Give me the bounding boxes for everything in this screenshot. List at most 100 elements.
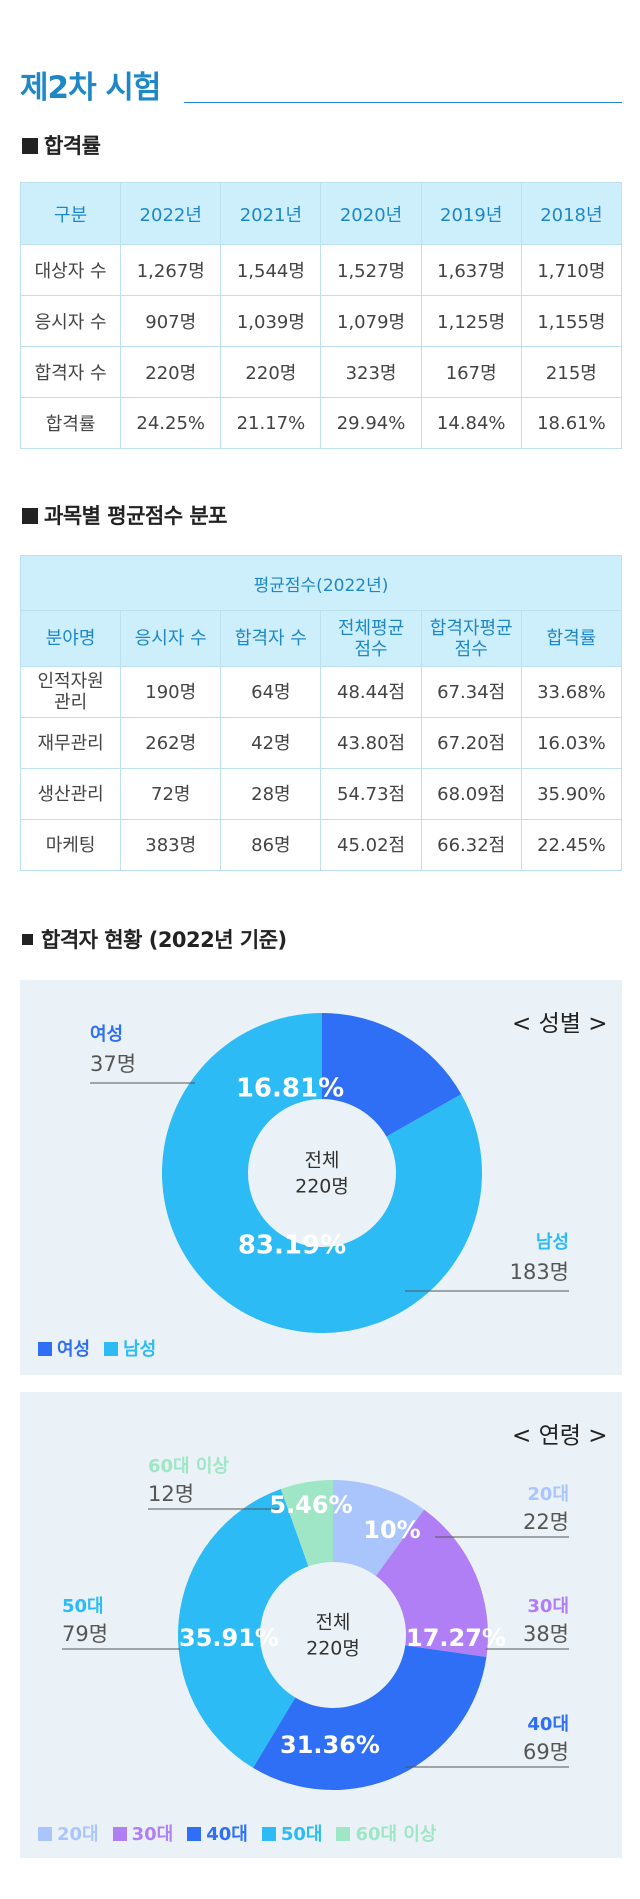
table-cell: 54.73점 [320,768,422,820]
table-header-row: 분야명 응시자 수 합격자 수 전체평균 점수 합격자평균 점수 합격률 [19,610,623,667]
status-heading: 합격자 현황 (2022년 기준) [22,924,287,954]
chart-legend: 여성 남성 [38,1335,170,1361]
callout-count-label: 37명 [90,1052,137,1076]
table-cell: 24.25% [120,397,222,449]
legend-swatch [38,1827,52,1841]
chart-title: < 연령 > [512,1423,608,1449]
callout-category-label: 40대 [527,1714,569,1735]
donut-slice [253,1645,487,1790]
row-header-cell: 재무관리 [19,717,122,769]
subject-scores-heading-text: 과목별 평균점수 분포 [44,504,228,528]
table-cell: 48.44점 [320,666,422,718]
slice-value-label: 10% [363,1516,420,1544]
table-cell: 72명 [120,768,222,820]
table-cell: 21.17% [220,397,322,449]
callout-category-label: 20대 [527,1484,569,1505]
legend-label: 남성 [123,1339,157,1360]
callout-count-label: 183명 [509,1260,569,1284]
slice-value-label: 31.36% [280,1731,380,1759]
group-header: 평균점수(2022년) [20,555,622,611]
table-cell: 68.09점 [420,768,522,820]
table-row: 인적자원 관리 190명 64명 48.44점 67.34점 33.68% [19,666,623,718]
slice-value-label: 83.19% [238,1231,346,1261]
donut-slice [333,1480,425,1576]
table-cell: 45.02점 [320,819,422,871]
donut-slice [375,1509,488,1658]
pass-rate-heading: 합격률 [22,130,101,160]
column-header: 2022년 [120,182,222,245]
legend-label: 20대 [57,1824,99,1845]
table-cell: 28명 [220,768,322,820]
center-label: 전체 [316,1612,351,1634]
table-cell: 190명 [120,666,222,718]
table-row: 생산관리 72명 28명 54.73점 68.09점 35.90% [19,768,623,820]
table-cell: 220명 [220,346,322,398]
column-header: 합격률 [520,610,623,667]
column-header: 응시자 수 [120,610,222,667]
table-cell: 86명 [220,819,322,871]
column-header: 합격자평균 점수 [420,610,522,667]
table-cell: 1,544명 [220,244,322,296]
legend-item: 남성 [104,1339,156,1360]
table-cell: 33.68% [520,666,623,718]
chart-title: < 성별 > [512,1011,608,1037]
table-cell: 35.90% [520,768,623,820]
slice-value-label: 17.27% [406,1624,506,1652]
pass-rate-table: 구분 2022년 2021년 2020년 2019년 2018년 대상자 수 1,267명 1,… [19,182,623,449]
subject-scores-heading: 과목별 평균점수 분포 [22,500,228,530]
callout-count-label: 69명 [522,1740,569,1764]
square-bullet-icon [22,138,38,154]
callout-count-label: 38명 [522,1622,569,1646]
column-header: 2018년 [520,182,623,245]
callout-category-label: 남성 [535,1232,569,1253]
legend-label: 여성 [57,1339,91,1360]
table-cell: 220명 [120,346,222,398]
legend-swatch [38,1342,52,1356]
table-row: 재무관리 262명 42명 43.80점 67.20점 16.03% [19,717,623,769]
slice-value-label: 5.46% [269,1491,352,1519]
subject-scores-table: 평균점수(2022년) 분야명 응시자 수 합격자 수 전체평균 점수 합격자평균 점수 합격률… [19,555,623,871]
table-cell: 18.61% [520,397,623,449]
table-cell: 1,079명 [320,295,422,347]
table-group-header-row: 평균점수(2022년) [20,555,622,611]
legend-swatch [261,1827,276,1841]
row-header-cell: 생산관리 [19,768,122,820]
legend-item: 여성 [38,1339,90,1360]
column-header: 2021년 [220,182,322,245]
legend-item: 50대 [261,1824,322,1845]
table-cell: 42명 [220,717,322,769]
legend-item: 20대 [38,1824,99,1845]
center-label: 220명 [306,1638,360,1660]
title-divider [184,102,622,103]
table-cell: 14.84% [420,397,522,449]
status-heading-text: 합격자 현황 (2022년 기준) [41,928,287,952]
table-cell: 1,527명 [320,244,422,296]
legend-item: 30대 [112,1824,173,1845]
table-cell: 1,637명 [420,244,522,296]
slice-value-label: 16.81% [236,1074,344,1104]
callout-category-label: 여성 [90,1024,124,1045]
row-header-cell: 마케팅 [19,819,122,871]
table-cell: 1,125명 [420,295,522,347]
legend-label: 40대 [206,1824,248,1845]
square-bullet-icon [22,508,38,524]
column-header: 합격자 수 [220,610,322,667]
table-cell: 66.32점 [420,819,522,871]
donut-slice [177,1489,309,1768]
donut-chart: 16.81% 83.19% 전체 220명 [90,1013,569,1333]
table-cell: 1,155명 [520,295,623,347]
table-row: 합격자 수 220명 220명 323명 167명 215명 [19,346,623,398]
callout-category-label: 60대 이상 [148,1456,229,1477]
page-title: 제2차 시험 [20,70,161,106]
callout-category-label: 30대 [527,1596,569,1617]
table-row: 마케팅 383명 86명 45.02점 66.32점 22.45% [19,819,623,871]
donut-slice [280,1480,333,1567]
table-cell: 16.03% [520,717,623,769]
callout-category-label: 50대 [62,1596,104,1617]
legend-swatch [104,1342,119,1356]
table-cell: 43.80점 [320,717,422,769]
age-chart-panel: < 연령 > 10% 17.27% 31.36% 35.91% 5.46% 전체 220명 20… [20,1392,622,1858]
table-cell: 215명 [520,346,623,398]
table-cell: 167명 [420,346,522,398]
